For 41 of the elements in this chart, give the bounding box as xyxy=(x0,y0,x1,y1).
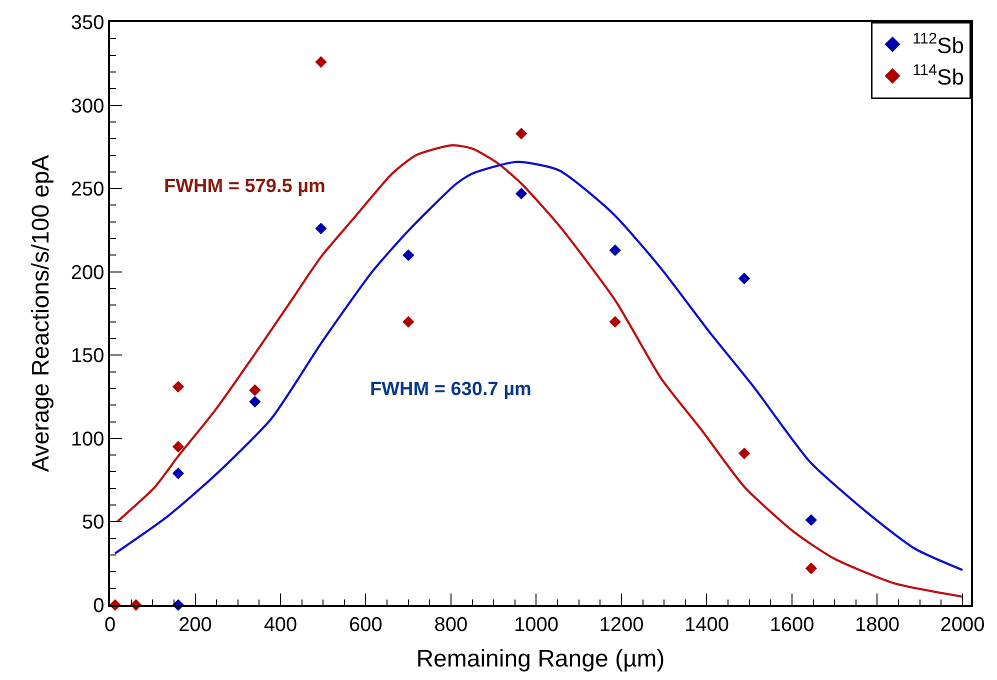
point xyxy=(738,272,750,284)
point xyxy=(515,188,528,200)
x-tick-label: 2000 xyxy=(940,614,985,636)
point xyxy=(609,316,621,328)
x-tick-label: 600 xyxy=(349,614,382,636)
x-tick-label: 1400 xyxy=(684,614,729,636)
x-tick-label: 1800 xyxy=(854,614,900,636)
y-tick-label: 250 xyxy=(70,178,104,201)
x-axis-title: Remaining Range (µm) xyxy=(416,646,665,673)
point xyxy=(738,448,750,460)
point xyxy=(402,316,414,328)
x-tick-label: 800 xyxy=(434,614,468,636)
point xyxy=(249,396,261,408)
y-tick-label: 0 xyxy=(93,595,104,617)
annotation: FWHM = 579.5 µm xyxy=(164,176,326,197)
point xyxy=(805,562,818,574)
x-tick-label: 1000 xyxy=(514,614,558,636)
y-tick-label: 350 xyxy=(70,12,104,34)
point xyxy=(172,380,184,393)
point xyxy=(515,128,528,140)
point xyxy=(402,249,414,262)
legend-label: $^{112}$Sb xyxy=(912,30,964,58)
x-tick-label: 400 xyxy=(264,614,298,636)
y-tick-label: 200 xyxy=(70,262,104,284)
y-tick-label: 150 xyxy=(70,345,104,368)
x-tick-label: 200 xyxy=(178,614,212,636)
point xyxy=(315,56,327,68)
point xyxy=(249,384,261,396)
point xyxy=(172,468,184,480)
point xyxy=(315,222,327,234)
y-tick-label: 100 xyxy=(70,428,104,450)
legend-label: $^{114}$Sb xyxy=(912,62,964,90)
point xyxy=(805,514,818,526)
y-tick-label: 300 xyxy=(70,95,104,118)
y-tick-label: 50 xyxy=(82,512,104,534)
y-axis-title: Average Reactions/s/100 epA xyxy=(27,154,54,472)
x-tick-label: 1200 xyxy=(599,614,644,636)
point xyxy=(172,440,184,453)
point xyxy=(609,244,621,256)
annotation: FWHM = 630.7 µm xyxy=(370,379,532,400)
x-tick-label: 1600 xyxy=(770,614,814,636)
